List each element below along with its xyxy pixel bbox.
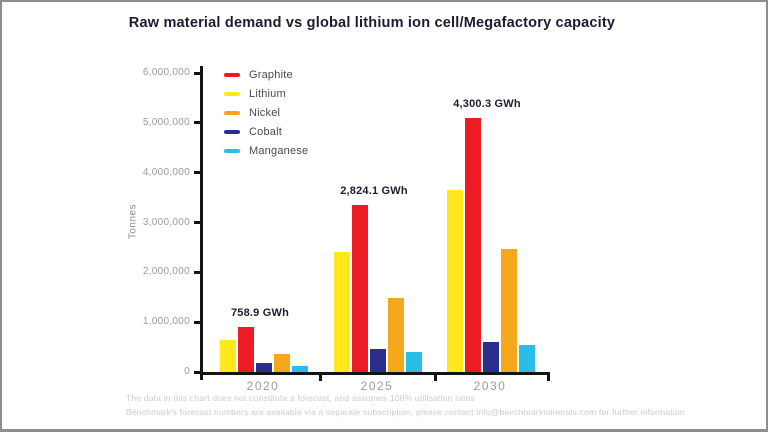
legend-marker-manganese (224, 148, 240, 153)
bar-lithium-2020 (220, 339, 236, 372)
bar-manganese-2030 (519, 345, 535, 372)
footnote-line-2: Benchmark's forecast numbers are availab… (126, 406, 685, 417)
x-axis-label-2030: 2030 (473, 379, 507, 393)
bar-lithium-2025 (334, 252, 350, 372)
bar-manganese-2020 (292, 365, 308, 372)
bar-cobalt-2030 (483, 342, 499, 372)
x-axis-tick (434, 372, 437, 381)
y-axis-tick (194, 171, 201, 175)
y-axis-tick-label: 2,000,000 (142, 266, 190, 278)
x-axis-label-2020: 2020 (246, 379, 280, 393)
chart-title: Raw material demand vs global lithium io… (128, 15, 616, 31)
annotation-2020: 758.9 GWh (230, 307, 290, 320)
footnotes: The data in this chart does not constitu… (126, 392, 685, 419)
bar-cobalt-2020 (256, 362, 272, 372)
legend-item-graphite: Graphite (224, 65, 308, 84)
bar-nickel-2025 (388, 297, 404, 372)
legend-label: Cobalt (249, 125, 282, 138)
y-axis-line (200, 66, 203, 380)
legend-marker-lithium (224, 91, 240, 96)
y-axis-tick (194, 270, 201, 274)
legend-marker-graphite (224, 72, 240, 77)
y-axis-tick (194, 121, 201, 125)
y-axis-tick-label: 0 (184, 366, 190, 377)
bar-graphite-2020 (238, 327, 254, 372)
legend: Graphite Lithium Nickel Cobalt Manganese (224, 65, 308, 160)
bar-nickel-2030 (501, 249, 517, 372)
footnote-line-1: The data in this chart does not constitu… (126, 393, 476, 403)
legend-marker-cobalt (224, 129, 240, 134)
x-axis-tick (319, 372, 322, 381)
x-axis-tick (547, 372, 550, 381)
legend-item-manganese: Manganese (224, 141, 308, 160)
y-axis-tick-label: 1,000,000 (142, 316, 190, 328)
y-axis-tick-label: 5,000,000 (142, 116, 190, 128)
legend-label: Lithium (249, 87, 286, 100)
y-axis-tick (194, 71, 201, 75)
y-axis-tick (194, 320, 201, 324)
legend-item-lithium: Lithium (224, 84, 308, 103)
y-axis-tick (194, 370, 201, 374)
bar-cobalt-2025 (370, 348, 386, 372)
bar-graphite-2030 (465, 118, 481, 372)
bar-manganese-2025 (406, 352, 422, 372)
legend-label: Nickel (249, 106, 281, 119)
bar-lithium-2030 (447, 190, 463, 372)
x-axis-line (200, 372, 550, 375)
y-axis-tick-label: 3,000,000 (142, 216, 190, 228)
annotation-2030: 4,300.3 GWh (453, 98, 521, 111)
y-axis-title: Tonnes (127, 203, 139, 240)
bar-nickel-2020 (274, 353, 290, 372)
legend-marker-nickel (224, 110, 240, 115)
bar-graphite-2025 (352, 204, 368, 372)
annotation-2025: 2,824.1 GWh (340, 184, 408, 197)
legend-label: Manganese (249, 144, 309, 157)
legend-label: Graphite (249, 68, 293, 81)
y-axis-tick-label: 4,000,000 (142, 166, 190, 178)
y-axis-tick-label: 6,000,000 (142, 67, 190, 78)
x-axis-label-2025: 2025 (360, 379, 394, 393)
y-axis-tick (194, 221, 201, 224)
legend-item-nickel: Nickel (224, 103, 308, 122)
legend-item-cobalt: Cobalt (224, 122, 308, 141)
